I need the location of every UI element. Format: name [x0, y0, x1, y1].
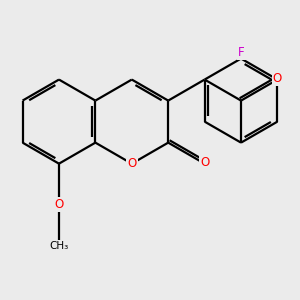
Text: O: O: [127, 157, 136, 170]
Text: CH₃: CH₃: [49, 242, 69, 251]
Text: O: O: [200, 156, 209, 169]
Text: O: O: [273, 72, 282, 85]
Text: O: O: [54, 198, 64, 211]
Text: F: F: [238, 46, 244, 59]
